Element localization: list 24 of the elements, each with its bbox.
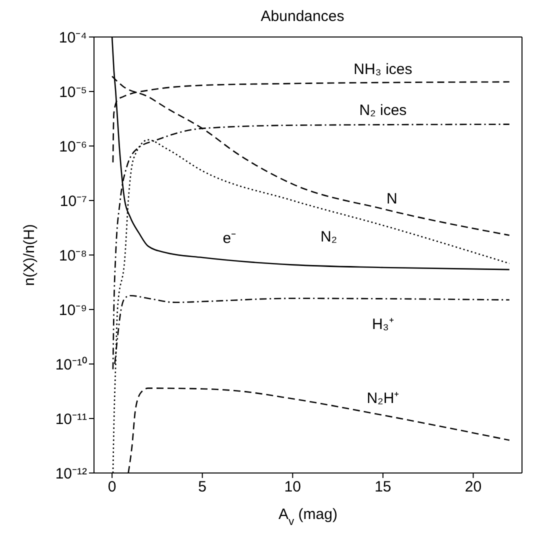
y-tick-label: 10⁻⁶ <box>59 138 87 156</box>
series-label: N₂ ices <box>359 102 407 120</box>
y-tick-label: 10⁻⁹ <box>58 302 87 319</box>
y-tick-label: 10⁻¹² <box>55 465 87 482</box>
y-tick-label: 10⁻⁵ <box>59 84 87 101</box>
y-tick-label: 10⁻⁸ <box>58 247 87 264</box>
chart-title: Abundances <box>260 8 346 27</box>
series-label: N <box>386 190 398 208</box>
y-tick-label: 10⁻⁷ <box>60 192 87 210</box>
x-tick-label: 15 <box>374 478 392 496</box>
x-tick-label: 0 <box>108 478 116 496</box>
series-label: N₂ <box>320 228 338 246</box>
series-label: N₂H⁺ <box>366 390 400 408</box>
y-tick-label: 10⁻⁴ <box>58 29 87 46</box>
y-axis-title: n(X)/n(H) <box>21 224 38 286</box>
y-tick-label: 10⁻¹¹ <box>55 410 87 428</box>
x-tick-label: 10 <box>284 478 301 496</box>
series-label: NH₃ ices <box>354 61 412 78</box>
x-axis-title: A$_{v}$ (mag) <box>278 506 338 528</box>
series-label: H₃⁺ <box>372 316 394 333</box>
x-tick-label: 5 <box>198 478 207 496</box>
y-tick-label: 10⁻¹⁰ <box>55 356 87 374</box>
series-label: e⁻ <box>222 230 236 247</box>
x-tick-label: 20 <box>464 478 482 496</box>
